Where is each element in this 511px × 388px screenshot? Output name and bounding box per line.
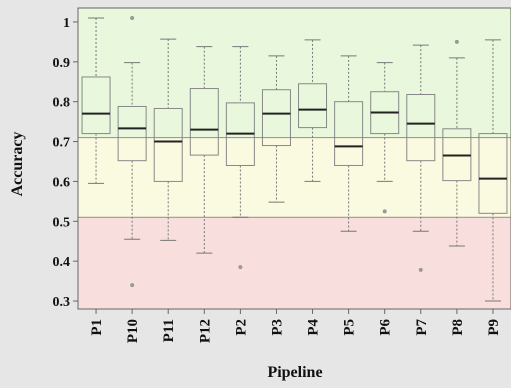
y-tick-label: 0.6 bbox=[53, 175, 71, 190]
outlier-point bbox=[238, 265, 243, 270]
box-P8 bbox=[442, 39, 472, 247]
x-tick-label: P6 bbox=[378, 319, 394, 336]
box-P11 bbox=[153, 38, 183, 241]
box-iqr bbox=[117, 105, 147, 162]
box-iqr bbox=[298, 83, 328, 129]
y-tick-label: 1 bbox=[63, 16, 70, 31]
box-iqr bbox=[334, 101, 364, 166]
box-P10 bbox=[117, 15, 147, 288]
box-iqr bbox=[81, 76, 111, 135]
y-tick-label: 0.4 bbox=[53, 255, 71, 270]
outlier-point bbox=[418, 267, 423, 272]
box-P12 bbox=[189, 46, 219, 254]
y-tick-label: 0.8 bbox=[53, 96, 71, 111]
box-P7 bbox=[406, 44, 436, 272]
box-P9 bbox=[478, 39, 508, 302]
x-tick-label: P10 bbox=[125, 319, 141, 343]
box-P6 bbox=[370, 62, 400, 214]
outlier-point bbox=[454, 39, 459, 44]
accuracy-band-1 bbox=[78, 137, 511, 218]
x-tick-label: P1 bbox=[89, 319, 105, 336]
plot-frame bbox=[77, 7, 511, 310]
x-tick-layer: P1 P10 P11 P12 P2 P3 P4 P5 P6 P7 P8 P9 bbox=[89, 309, 502, 343]
accuracy-band-0 bbox=[78, 217, 511, 309]
x-tick-label: P2 bbox=[233, 319, 249, 336]
box-P4 bbox=[298, 39, 328, 182]
reference-line-layer bbox=[78, 136, 511, 218]
box-P1 bbox=[81, 17, 111, 184]
y-tick-label: 0.5 bbox=[53, 215, 71, 230]
accuracy-band-layer bbox=[78, 8, 511, 309]
x-tick-label: P11 bbox=[161, 319, 177, 342]
box-P3 bbox=[261, 55, 291, 203]
accuracy-band-2 bbox=[78, 8, 511, 138]
axes-layer bbox=[77, 7, 511, 310]
x-tick-label: P4 bbox=[306, 319, 322, 336]
y-tick-label: 0.9 bbox=[53, 56, 71, 71]
box-iqr bbox=[153, 107, 183, 182]
x-tick-label: P3 bbox=[269, 319, 285, 336]
box-iqr bbox=[261, 89, 291, 147]
x-tick-label: P7 bbox=[414, 319, 430, 336]
outlier-point bbox=[130, 283, 135, 288]
x-tick-label: P9 bbox=[486, 319, 502, 336]
box-P2 bbox=[225, 46, 255, 270]
x-tick-label: P12 bbox=[197, 319, 213, 343]
box-iqr bbox=[478, 133, 508, 214]
box-iqr bbox=[406, 94, 436, 162]
box-iqr bbox=[189, 88, 219, 156]
x-axis-label: Pipeline bbox=[267, 364, 322, 381]
outlier-point bbox=[382, 209, 387, 214]
x-tick-label: P8 bbox=[450, 319, 466, 336]
y-tick-label: 0.3 bbox=[53, 295, 71, 310]
y-tick-layer: 0.3 0.4 0.5 0.6 0.7 0.8 0.9 1 bbox=[53, 16, 78, 310]
y-axis-label: Accuracy bbox=[9, 132, 26, 197]
box-P5 bbox=[334, 55, 364, 232]
outlier-point bbox=[130, 15, 135, 20]
y-tick-label: 0.7 bbox=[53, 136, 71, 151]
box-layer bbox=[81, 15, 508, 302]
x-tick-label: P5 bbox=[342, 319, 358, 336]
